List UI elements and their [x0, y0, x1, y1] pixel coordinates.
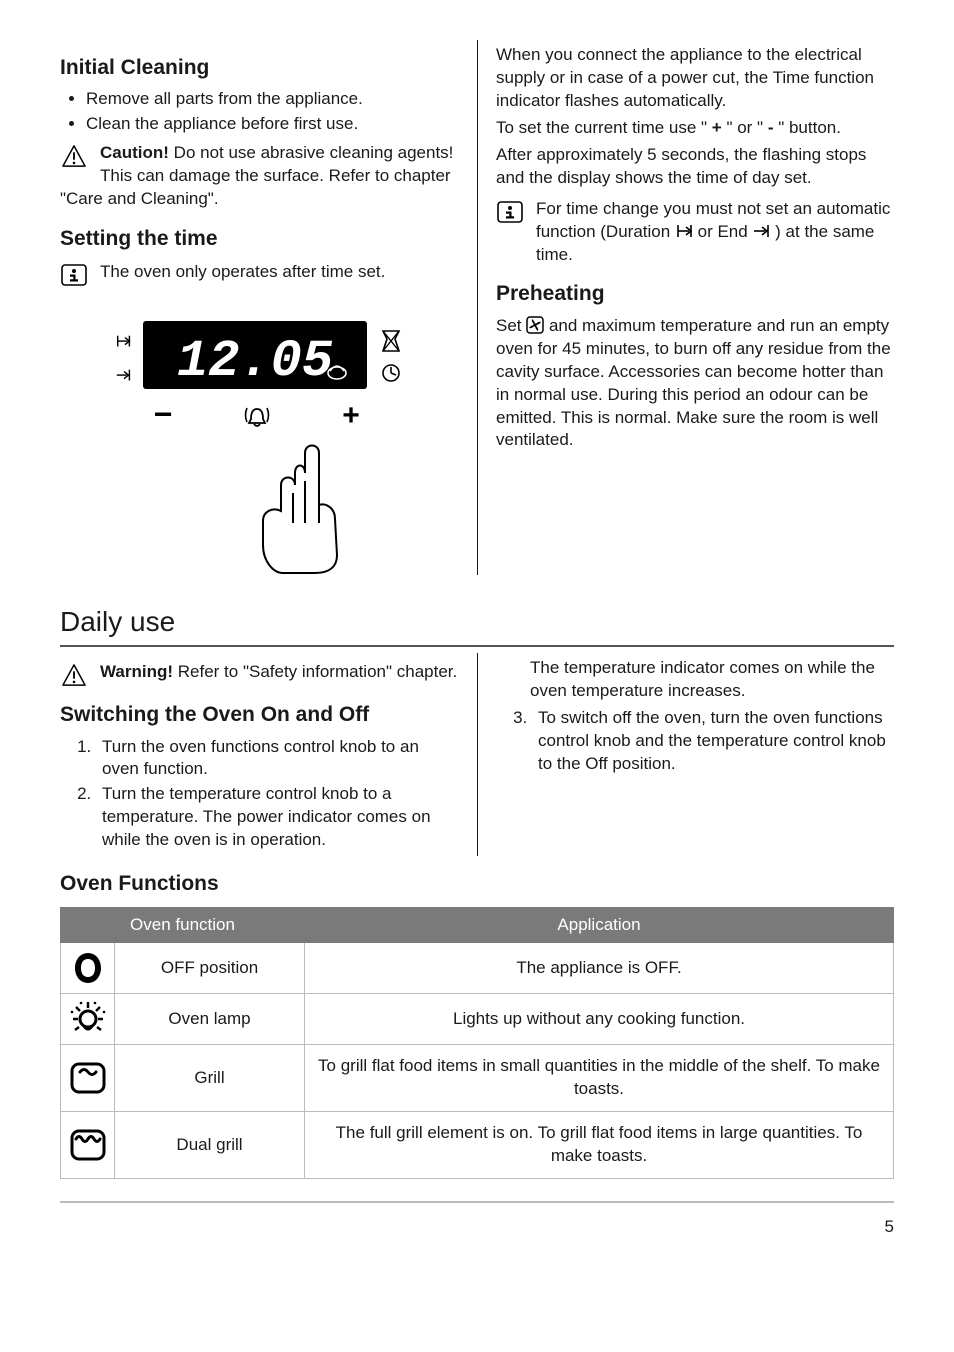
heading-switching: Switching the Oven On and Off [60, 701, 459, 729]
display-time: 12.05 [176, 332, 332, 391]
para-connect: When you connect the appliance to the el… [496, 44, 894, 113]
para-preheat: Set and maximum temperature and run an e… [496, 315, 894, 453]
fn-icon-dual-grill [61, 1112, 115, 1179]
th-function: Oven function [61, 907, 305, 943]
page-number: 5 [885, 1216, 894, 1239]
minus-indicator: − [153, 396, 172, 432]
end-icon [752, 222, 770, 240]
warning-safety: Warning! Refer to "Safety information" c… [60, 661, 459, 687]
initial-cleaning-list: Remove all parts from the appliance. Cle… [60, 88, 459, 136]
upper-columns: Initial Cleaning Remove all parts from t… [60, 40, 894, 575]
fn-name: OFF position [115, 943, 305, 994]
warning-icon [60, 144, 88, 168]
fn-desc: The appliance is OFF. [305, 943, 894, 994]
fn-desc: To grill flat food items in small quanti… [305, 1045, 894, 1112]
info-auto-function: For time change you must not set an auto… [496, 198, 894, 267]
fn-name: Grill [115, 1045, 305, 1112]
col-right: When you connect the appliance to the el… [477, 40, 894, 575]
list-item: Turn the temperature control knob to a t… [96, 783, 459, 852]
duration-icon [675, 222, 693, 240]
fn-icon-grill [61, 1045, 115, 1112]
info-time-set: The oven only operates after time set. [60, 261, 459, 287]
table-row: Dual grill The full grill element is on.… [61, 1112, 894, 1179]
table-row: OFF position The appliance is OFF. [61, 943, 894, 994]
table-row: Grill To grill flat food items in small … [61, 1045, 894, 1112]
fn-name: Oven lamp [115, 994, 305, 1045]
list-item: Clean the appliance before first use. [86, 113, 459, 136]
col-left: Warning! Refer to "Safety information" c… [60, 653, 477, 856]
heading-preheating: Preheating [496, 280, 894, 308]
plus-indicator: + [342, 399, 360, 432]
list-item: Remove all parts from the appliance. [86, 88, 459, 111]
heading-daily-use: Daily use [60, 603, 894, 647]
warning-text: Refer to "Safety information" chapter. [173, 662, 457, 681]
table-row: Oven lamp Lights up without any cooking … [61, 994, 894, 1045]
list-item: To switch off the oven, turn the oven fu… [532, 707, 894, 776]
fan-circle-icon [526, 316, 544, 334]
heading-initial-cleaning: Initial Cleaning [60, 54, 459, 82]
th-application: Application [305, 907, 894, 943]
fn-name: Dual grill [115, 1112, 305, 1179]
fn-desc: The full grill element is on. To grill f… [305, 1112, 894, 1179]
caution-block: Caution! Do not use abrasive cleaning ag… [60, 142, 459, 211]
heading-setting-time: Setting the time [60, 225, 459, 253]
col-right: The temperature indicator comes on while… [477, 653, 894, 856]
info-icon [60, 263, 88, 287]
fn-icon-off [61, 943, 115, 994]
document-page: Initial Cleaning Remove all parts from t… [0, 0, 954, 1251]
heading-oven-functions: Oven Functions [60, 870, 894, 898]
para-flash-stop: After approximately 5 seconds, the flash… [496, 144, 894, 190]
list-item: Turn the oven functions control knob to … [96, 736, 459, 782]
switching-steps-cont: To switch off the oven, turn the oven fu… [496, 707, 894, 776]
clock-display-figure: 12.05 − + [95, 315, 425, 575]
col-left: Initial Cleaning Remove all parts from t… [60, 40, 477, 575]
caution-label: Caution! [100, 143, 169, 162]
info-text: The oven only operates after time set. [100, 261, 459, 284]
daily-use-columns: Warning! Refer to "Safety information" c… [60, 653, 894, 856]
fn-desc: Lights up without any cooking function. [305, 994, 894, 1045]
fn-icon-lamp [61, 994, 115, 1045]
switching-steps: Turn the oven functions control knob to … [60, 736, 459, 853]
info-icon [496, 200, 524, 224]
plus-glyph: + [712, 118, 722, 137]
para-set-time: To set the current time use " + " or " -… [496, 117, 894, 140]
footer-rule [60, 1201, 894, 1203]
warning-label: Warning! [100, 662, 173, 681]
oven-functions-table: Oven function Application OFF position T… [60, 907, 894, 1180]
para-temp-indicator: The temperature indicator comes on while… [496, 657, 894, 703]
warning-icon [60, 663, 88, 687]
